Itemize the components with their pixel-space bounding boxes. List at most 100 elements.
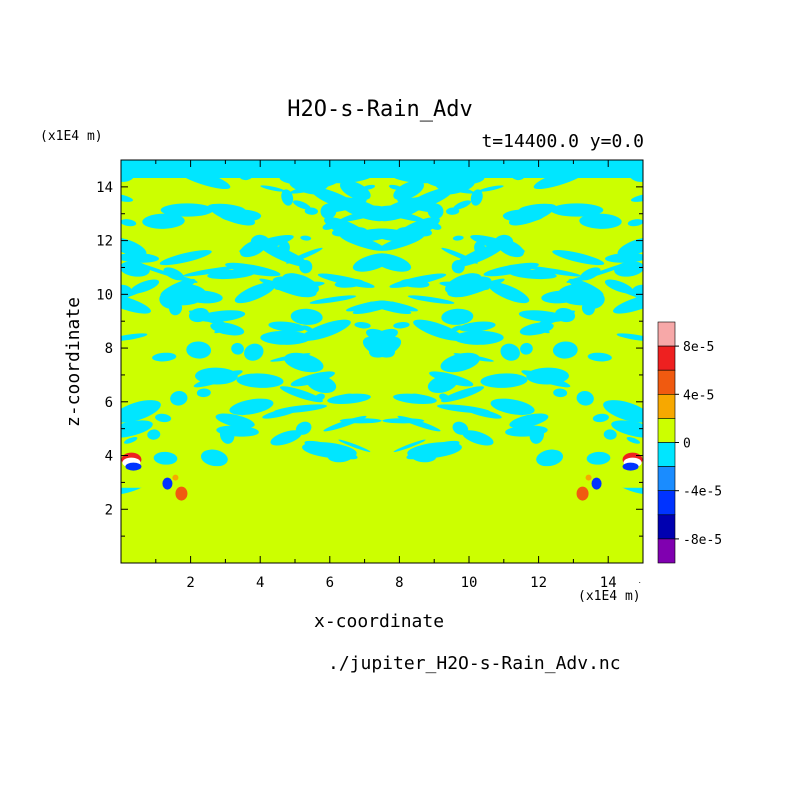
x-tick-label: 8 — [395, 575, 403, 591]
patch — [336, 225, 358, 237]
y-unit-label: (x1E4 m) — [40, 129, 103, 144]
patch — [518, 310, 566, 323]
patch — [533, 166, 590, 190]
y-tick-label: 12 — [96, 234, 113, 250]
patch — [393, 439, 426, 453]
patch — [184, 290, 223, 304]
patch — [626, 436, 641, 444]
patch — [541, 290, 580, 304]
x-tick-label: 6 — [326, 575, 334, 591]
patch — [617, 237, 643, 257]
patch — [369, 336, 402, 358]
patch — [536, 449, 564, 467]
x-axis-label: x-coordinate — [314, 611, 445, 632]
patch — [493, 234, 514, 251]
y-tick-label: 2 — [105, 502, 113, 518]
vortex-ring — [591, 477, 602, 490]
patch — [250, 234, 271, 251]
patch — [216, 425, 259, 437]
patch — [407, 295, 455, 304]
patch — [182, 266, 236, 277]
patch — [534, 326, 550, 334]
colorbar-level — [657, 490, 676, 516]
heatmap-field — [121, 160, 643, 563]
x-tick-label: 14 — [600, 575, 617, 591]
patch — [338, 439, 371, 453]
patch — [429, 222, 442, 230]
patch — [592, 413, 609, 423]
patch — [272, 276, 317, 298]
patch — [464, 407, 502, 419]
patch — [478, 185, 504, 192]
patch — [293, 200, 311, 210]
patch — [317, 273, 375, 288]
colorbar-level — [657, 393, 676, 419]
patch — [453, 200, 471, 210]
patch — [200, 449, 228, 467]
vortex-ring — [125, 462, 142, 471]
patch — [339, 180, 371, 201]
colorbar-level — [657, 418, 676, 443]
patch — [244, 343, 264, 361]
patch — [186, 341, 212, 359]
patch — [552, 341, 578, 359]
patch — [568, 278, 604, 297]
patch — [123, 436, 138, 444]
patch — [432, 172, 485, 187]
patch — [170, 391, 188, 406]
patch — [453, 353, 494, 362]
patch — [510, 170, 525, 181]
colorbar-level — [657, 538, 676, 564]
vortex-ring — [162, 477, 173, 490]
patch — [393, 180, 425, 201]
patch — [603, 400, 643, 423]
mark: ˙ — [637, 582, 642, 592]
patch — [576, 391, 594, 406]
patch — [142, 213, 185, 229]
patch — [480, 373, 528, 388]
patch — [121, 333, 148, 342]
patch — [225, 262, 281, 277]
patch — [300, 319, 351, 341]
patch — [121, 420, 153, 438]
patch — [509, 413, 549, 428]
patch — [553, 388, 568, 398]
patch — [279, 386, 323, 403]
patch — [270, 353, 311, 362]
y-tick-label: 10 — [96, 287, 113, 303]
vortex-ring — [585, 474, 592, 481]
patch — [152, 352, 177, 362]
patch — [378, 300, 418, 312]
patch — [613, 294, 643, 314]
patch — [452, 235, 464, 241]
patch — [561, 172, 574, 178]
x-unit-label: (x1E4 m) — [578, 589, 641, 604]
patch — [441, 308, 474, 325]
patch — [470, 189, 483, 206]
field-background — [121, 160, 643, 563]
patch — [447, 276, 492, 298]
patch — [281, 189, 294, 206]
chart-subtitle: t=14400.0 y=0.0 — [481, 131, 644, 152]
patch — [239, 170, 254, 181]
colorbar-level — [657, 345, 676, 371]
patch — [278, 241, 290, 257]
patch — [389, 273, 447, 288]
vortex-ring — [175, 486, 188, 501]
patch — [270, 430, 302, 446]
patch — [604, 279, 634, 294]
patch — [427, 375, 458, 393]
vortex-ring — [622, 462, 639, 471]
patch — [295, 421, 312, 435]
patch — [163, 267, 185, 281]
source-file-label: ./jupiter_H2O-s-Rain_Adv.nc — [328, 653, 621, 674]
patch — [540, 369, 561, 383]
colorbar-level — [657, 369, 676, 395]
patch — [505, 425, 548, 437]
patch — [520, 342, 533, 355]
y-tick-label: 4 — [105, 449, 113, 465]
patch — [160, 278, 196, 297]
patch — [328, 393, 353, 402]
colorbar-level — [657, 321, 676, 347]
patch — [159, 250, 212, 266]
